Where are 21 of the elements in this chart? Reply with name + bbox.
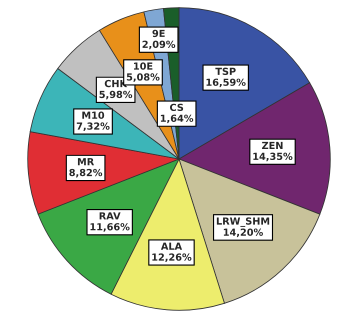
- data-label: 14,35%: [253, 152, 292, 162]
- data-label: 5,98%: [100, 90, 132, 100]
- slice-label: RAV: [100, 212, 121, 220]
- slice-label: ALA: [160, 242, 182, 250]
- data-label: 16,59%: [206, 78, 246, 88]
- data-label: 12,26%: [152, 253, 192, 262]
- slice-label: MR: [78, 158, 94, 166]
- slice-label: LRW_SHM: [216, 217, 270, 227]
- slice-label: TSP: [215, 68, 236, 76]
- data-label: 11,66%: [90, 223, 130, 232]
- slice-label: 10E: [134, 62, 152, 70]
- slice-label: M10: [82, 112, 104, 119]
- data-label: 2,09%: [142, 40, 176, 50]
- slice-label: ZEN: [262, 142, 283, 149]
- data-label: 7,32%: [76, 122, 110, 131]
- slice-label: 9E: [152, 30, 165, 38]
- data-label: 5,08%: [126, 73, 160, 82]
- data-label: 14,20%: [224, 228, 263, 238]
- data-label: 1,64%: [160, 114, 194, 124]
- slice-label: CS: [170, 104, 184, 112]
- data-label: 8,82%: [69, 168, 102, 178]
